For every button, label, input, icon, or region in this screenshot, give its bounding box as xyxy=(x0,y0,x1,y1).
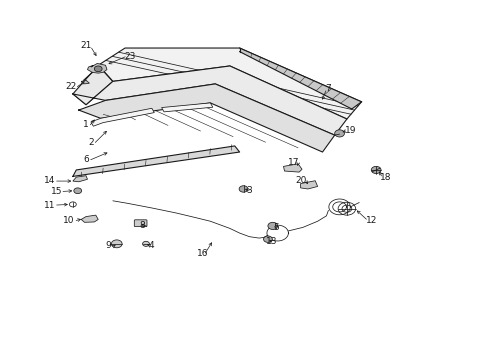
Polygon shape xyxy=(81,215,98,222)
Text: 6: 6 xyxy=(83,155,89,164)
Circle shape xyxy=(74,188,81,194)
Polygon shape xyxy=(73,66,346,135)
Text: 13: 13 xyxy=(265,237,277,246)
Polygon shape xyxy=(73,146,239,176)
Text: 4: 4 xyxy=(149,241,154,250)
Circle shape xyxy=(239,186,247,192)
Polygon shape xyxy=(283,164,302,172)
Circle shape xyxy=(111,240,122,248)
Polygon shape xyxy=(91,108,154,126)
Polygon shape xyxy=(300,181,317,189)
Text: 2: 2 xyxy=(88,138,94,147)
Polygon shape xyxy=(87,63,107,73)
Text: 16: 16 xyxy=(197,249,208,258)
Circle shape xyxy=(263,236,272,242)
Polygon shape xyxy=(81,80,89,84)
Polygon shape xyxy=(161,103,212,112)
Circle shape xyxy=(370,166,380,174)
Text: 21: 21 xyxy=(80,41,92,50)
Circle shape xyxy=(94,66,102,72)
Text: 11: 11 xyxy=(43,201,55,210)
Text: 15: 15 xyxy=(51,187,62,196)
Text: 5: 5 xyxy=(273,223,279,232)
Text: 7: 7 xyxy=(325,84,330,93)
Text: 10: 10 xyxy=(63,216,75,225)
Polygon shape xyxy=(239,48,361,109)
Text: 14: 14 xyxy=(44,176,55,185)
Polygon shape xyxy=(73,65,113,105)
Circle shape xyxy=(267,222,277,229)
Text: 18: 18 xyxy=(379,173,391,182)
Text: 19: 19 xyxy=(345,126,356,135)
Text: 3: 3 xyxy=(246,186,252,195)
Text: 22: 22 xyxy=(66,82,77,91)
Text: 9: 9 xyxy=(105,241,111,250)
Text: 8: 8 xyxy=(139,221,144,230)
Polygon shape xyxy=(73,176,87,182)
Text: 20: 20 xyxy=(294,176,305,185)
FancyBboxPatch shape xyxy=(134,220,147,226)
Text: 12: 12 xyxy=(365,216,376,225)
Text: 17: 17 xyxy=(287,158,298,167)
Polygon shape xyxy=(79,84,334,152)
Text: 1: 1 xyxy=(83,120,89,129)
Circle shape xyxy=(142,241,149,246)
Text: 23: 23 xyxy=(124,52,135,61)
Circle shape xyxy=(334,130,344,137)
Polygon shape xyxy=(98,48,361,119)
